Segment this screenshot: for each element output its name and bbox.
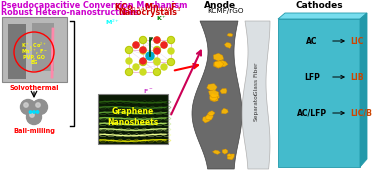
Polygon shape: [207, 84, 217, 90]
Circle shape: [36, 103, 40, 107]
Circle shape: [33, 111, 35, 113]
Text: Robust Hetero-nanostructures: Robust Hetero-nanostructures: [1, 8, 139, 17]
Polygon shape: [222, 149, 228, 154]
Polygon shape: [213, 53, 224, 61]
Circle shape: [167, 36, 174, 43]
Circle shape: [24, 103, 28, 107]
Text: Nanocrystals: Nanocrystals: [118, 8, 177, 17]
Polygon shape: [221, 108, 228, 114]
Text: Mn$^{2+}$, F$^-$: Mn$^{2+}$, F$^-$: [21, 46, 47, 57]
Circle shape: [154, 58, 160, 64]
Circle shape: [154, 37, 160, 43]
Circle shape: [126, 58, 132, 64]
Circle shape: [29, 111, 32, 113]
Text: Ball-milling: Ball-milling: [13, 128, 55, 134]
Circle shape: [161, 42, 167, 48]
Text: KCo$_{0.54}$Mn$_{0.46}$F$_3$: KCo$_{0.54}$Mn$_{0.46}$F$_3$: [114, 1, 182, 13]
Circle shape: [153, 46, 161, 53]
Polygon shape: [202, 116, 212, 123]
Bar: [2, 17, 67, 82]
Text: LIB: LIB: [350, 73, 364, 81]
Circle shape: [126, 46, 132, 53]
Circle shape: [133, 42, 139, 48]
Polygon shape: [209, 90, 218, 98]
Polygon shape: [220, 88, 227, 94]
Circle shape: [167, 59, 174, 66]
Circle shape: [154, 37, 160, 43]
Text: AC: AC: [306, 36, 318, 46]
Circle shape: [139, 36, 147, 43]
Text: LFP: LFP: [304, 73, 320, 81]
Text: EG: EG: [30, 60, 38, 65]
Polygon shape: [360, 13, 367, 167]
Text: LIC/B: LIC/B: [350, 108, 372, 118]
Text: F$^-$: F$^-$: [143, 87, 153, 95]
Circle shape: [30, 113, 34, 117]
Circle shape: [140, 47, 146, 53]
Bar: [98, 94, 168, 144]
Text: Solvothermal: Solvothermal: [9, 85, 59, 91]
Polygon shape: [206, 114, 213, 120]
Text: LIC: LIC: [350, 36, 363, 46]
Polygon shape: [214, 61, 224, 68]
Circle shape: [154, 59, 160, 65]
Text: Pseudocapacitive Conversion Mechanism: Pseudocapacitive Conversion Mechanism: [1, 1, 187, 10]
Circle shape: [154, 48, 160, 54]
Circle shape: [139, 59, 147, 66]
Bar: [278, 19, 360, 167]
Circle shape: [133, 42, 139, 48]
Bar: [8, 24, 26, 79]
Text: Graphene
Nanosheets: Graphene Nanosheets: [108, 107, 159, 127]
Polygon shape: [218, 60, 228, 67]
Circle shape: [140, 69, 146, 75]
Text: K$^+$: K$^+$: [156, 14, 167, 23]
Circle shape: [140, 47, 146, 53]
Circle shape: [153, 68, 161, 75]
Circle shape: [140, 58, 146, 64]
Polygon shape: [224, 42, 231, 48]
Circle shape: [168, 48, 174, 54]
Text: Glass Fiber: Glass Fiber: [253, 63, 259, 95]
Polygon shape: [211, 96, 218, 102]
Polygon shape: [210, 94, 218, 101]
Polygon shape: [208, 111, 215, 116]
Polygon shape: [227, 154, 234, 160]
Polygon shape: [214, 61, 224, 67]
Text: PVP, GO: PVP, GO: [23, 54, 45, 60]
Circle shape: [161, 42, 167, 48]
Circle shape: [126, 68, 132, 75]
Circle shape: [146, 52, 154, 60]
Circle shape: [32, 99, 47, 115]
Polygon shape: [212, 150, 220, 154]
Polygon shape: [212, 95, 220, 99]
Circle shape: [140, 48, 146, 54]
Circle shape: [26, 109, 41, 125]
Text: K$^+$, Co$^{2+}$: K$^+$, Co$^{2+}$: [21, 41, 47, 51]
Bar: [32, 23, 54, 71]
Text: Anode: Anode: [204, 1, 236, 10]
Text: Cathodes: Cathodes: [295, 1, 343, 10]
Circle shape: [161, 64, 167, 70]
Text: M$^{2+}$: M$^{2+}$: [105, 18, 121, 27]
Polygon shape: [278, 13, 367, 19]
Circle shape: [36, 111, 39, 113]
Text: Separator: Separator: [253, 91, 259, 121]
Polygon shape: [242, 21, 270, 169]
Text: AC/LFP: AC/LFP: [297, 108, 327, 118]
Text: KCMF/rGO: KCMF/rGO: [207, 8, 244, 14]
Polygon shape: [227, 33, 233, 36]
Polygon shape: [227, 154, 231, 157]
Circle shape: [133, 64, 139, 70]
Circle shape: [21, 99, 35, 115]
Polygon shape: [192, 21, 242, 169]
